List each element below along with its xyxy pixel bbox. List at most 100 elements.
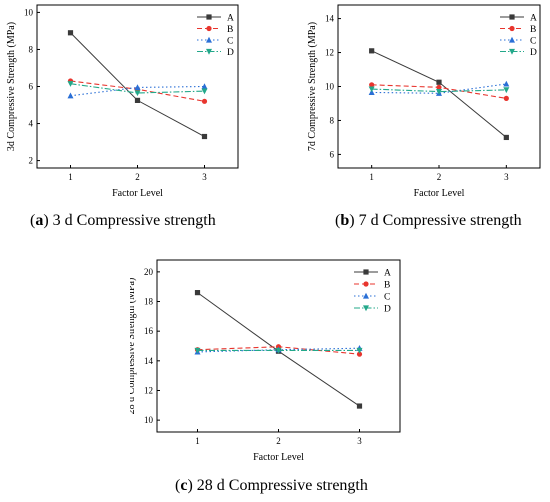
data-point: [134, 90, 141, 97]
y-tick-label: 10: [325, 82, 335, 92]
y-tick-label: 12: [325, 48, 334, 58]
series-d: [194, 347, 363, 354]
x-tick-label: 2: [276, 436, 281, 446]
series-line: [70, 85, 205, 97]
data-point: [436, 79, 442, 85]
caption-b-letter: b: [340, 212, 350, 229]
legend-marker: [363, 281, 369, 287]
legend-marker: [363, 292, 369, 299]
data-point: [201, 83, 208, 90]
data-point: [356, 403, 363, 409]
y-tick-label: 4: [29, 119, 34, 129]
legend-marker: [509, 48, 515, 55]
legend-label-c: C: [530, 37, 536, 47]
y-axis-label: 28 d Compressive Strength (MPa): [130, 278, 137, 415]
legend-label-c: C: [384, 293, 390, 303]
data-point: [134, 84, 141, 91]
series-a: [369, 48, 509, 141]
y-tick-label: 14: [325, 14, 335, 24]
legend-label-b: B: [227, 25, 233, 35]
x-axis-label: Factor Level: [414, 188, 465, 199]
x-axis-label: Factor Level: [253, 452, 304, 463]
y-tick-label: 8: [330, 115, 335, 125]
series-c: [67, 83, 208, 99]
x-axis-label: Factor Level: [112, 188, 163, 199]
chart-panel-b: 6 8 10 12 14 1 2 3 Factor Level 7d Compressive St…: [275, 0, 550, 245]
legend-label-b: B: [530, 25, 536, 35]
data-point: [503, 95, 509, 101]
legend-label-d: D: [227, 48, 234, 58]
data-point: [369, 48, 375, 54]
y-tick-label: 20: [144, 267, 154, 277]
data-point: [503, 80, 510, 87]
data-point: [194, 347, 201, 354]
data-point: [201, 88, 208, 95]
legend-label-c: C: [227, 37, 233, 47]
data-point: [369, 82, 375, 88]
data-point: [201, 133, 208, 140]
y-tick-label: 16: [144, 326, 154, 336]
data-point: [134, 97, 141, 103]
data-point: [194, 290, 201, 296]
data-point: [503, 134, 509, 141]
y-tick-label: 10: [24, 7, 34, 17]
y-axis-label: 3d Compressive Strength (MPa): [6, 22, 17, 151]
caption-a-text: 3 d Compressive strength: [52, 212, 216, 229]
series-d: [368, 86, 510, 95]
legend-label-d: D: [384, 305, 391, 315]
data-point: [67, 30, 74, 36]
caption-a: (a) 3 d Compressive strength: [30, 212, 216, 229]
x-tick-label: 1: [68, 172, 73, 182]
legend-marker: [363, 305, 369, 312]
caption-c-text: 28 d Compressive strength: [196, 477, 368, 494]
data-point: [356, 347, 363, 354]
caption-b-text: 7 d Compressive strength: [358, 212, 522, 229]
data-point: [503, 87, 510, 94]
caption-b: (b) 7 d Compressive strength: [335, 212, 522, 229]
legend-label-a: A: [530, 14, 537, 24]
legend-marker: [206, 25, 212, 32]
legend-label-b: B: [384, 281, 390, 291]
data-point: [368, 86, 375, 93]
x-tick-label: 1: [369, 172, 374, 182]
data-point: [201, 98, 208, 104]
data-point: [436, 84, 442, 90]
legend-marker: [509, 14, 515, 20]
legend-marker: [206, 36, 212, 43]
caption-a-letter: a: [35, 212, 44, 229]
caption-c-letter: c: [180, 477, 188, 494]
x-tick-label: 2: [135, 172, 140, 182]
series-a: [67, 30, 208, 140]
legend-marker: [509, 25, 515, 32]
y-tick-label: 14: [144, 356, 154, 366]
x-tick-label: 3: [202, 172, 207, 182]
y-tick-label: 2: [29, 156, 34, 166]
y-tick-label: 8: [29, 44, 34, 54]
series-line: [371, 88, 507, 93]
data-point: [436, 88, 442, 95]
legend-label-a: A: [384, 269, 391, 279]
chart-panel-a: 2 4 6 8 10 1 2 3 Factor Level 3d Compressive Stre…: [0, 0, 275, 245]
data-point: [67, 92, 74, 99]
series-line: [371, 83, 507, 94]
y-tick-label: 10: [144, 415, 154, 425]
data-point: [275, 347, 282, 354]
series-b: [369, 82, 509, 101]
legend-marker: [509, 36, 515, 43]
legend-marker: [206, 48, 212, 55]
series-d: [67, 81, 208, 97]
data-point: [356, 351, 363, 357]
y-tick-label: 6: [29, 82, 34, 92]
x-tick-label: 1: [195, 436, 200, 446]
y-tick-label: 18: [144, 297, 154, 307]
data-point: [67, 81, 74, 87]
y-axis-label: 7d Compressive Strength (MPa): [307, 22, 318, 151]
y-tick-label: 12: [144, 385, 153, 395]
